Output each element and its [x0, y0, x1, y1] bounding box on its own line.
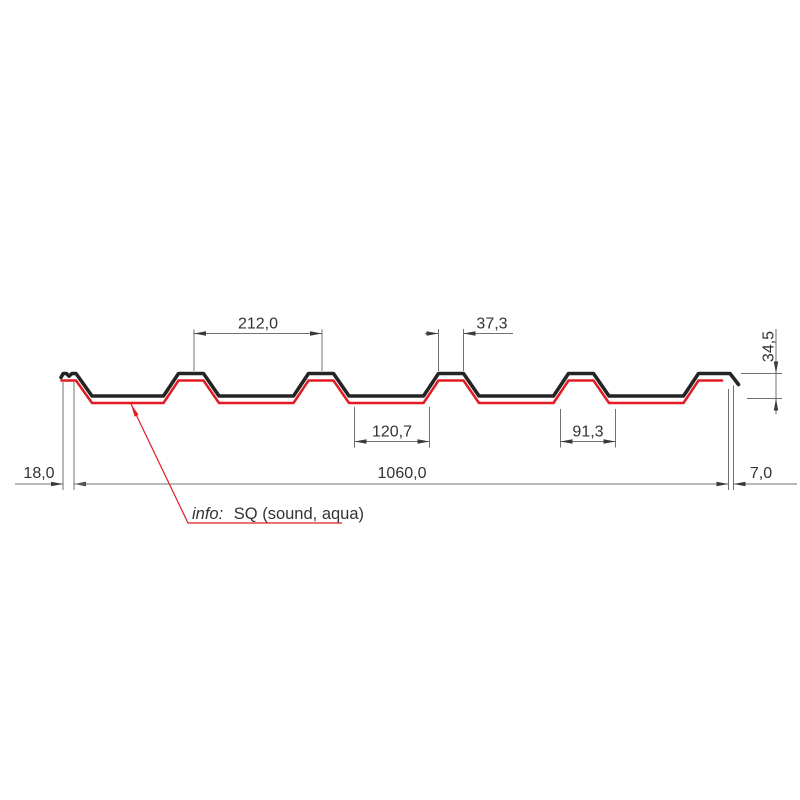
- arrow-right-icon: [603, 439, 616, 444]
- arrow-left-icon: [733, 481, 746, 487]
- leader-arrow-icon: [131, 404, 139, 417]
- dim-value: 34,5: [761, 331, 778, 362]
- arrow-right-icon: [417, 439, 430, 444]
- arrow-left-icon: [463, 331, 476, 336]
- arrow-left-icon: [354, 439, 367, 444]
- dim-rib-pitch: 212,0: [193, 316, 323, 371]
- arrow-down-icon: [773, 361, 779, 374]
- arrow-right-icon: [426, 331, 439, 336]
- dim-valley-width: 120,7: [354, 407, 430, 448]
- leader-line: [130, 403, 342, 524]
- arrow-up-icon: [773, 398, 779, 411]
- arrow-left-icon: [560, 439, 573, 444]
- dim-rib-base-width: 91,3: [560, 409, 616, 448]
- info-label-text: SQ (sound, aqua): [234, 505, 364, 523]
- dim-value: 120,7: [372, 424, 412, 441]
- dim-right-edge: 7,0: [728, 385, 797, 490]
- dim-profile-height: 34,5: [741, 329, 782, 414]
- dim-value: 18,0: [23, 465, 54, 482]
- info-label-prefix: info:: [192, 505, 223, 523]
- dim-value: 212,0: [238, 316, 278, 333]
- info-label: info: SQ (sound, aqua): [192, 505, 364, 523]
- info-callout: info: SQ (sound, aqua): [130, 403, 364, 524]
- dim-value: 1060,0: [378, 465, 427, 482]
- arrow-left-icon: [194, 331, 206, 336]
- arrow-right-icon: [310, 331, 322, 336]
- dim-left-edge: 18,0: [15, 382, 86, 490]
- sheet-profile: [59, 371, 741, 405]
- dim-crest-width: 37,3: [425, 316, 513, 371]
- dim-cover-width: 1060,0: [74, 465, 729, 487]
- dim-value: 37,3: [476, 316, 507, 333]
- dim-value: 7,0: [750, 465, 772, 482]
- dim-value: 91,3: [572, 424, 603, 441]
- profile-underside-line: [60, 379, 724, 405]
- arrow-right-icon: [716, 481, 729, 487]
- profile-top-line: [59, 371, 741, 398]
- arrow-right-icon: [51, 481, 63, 487]
